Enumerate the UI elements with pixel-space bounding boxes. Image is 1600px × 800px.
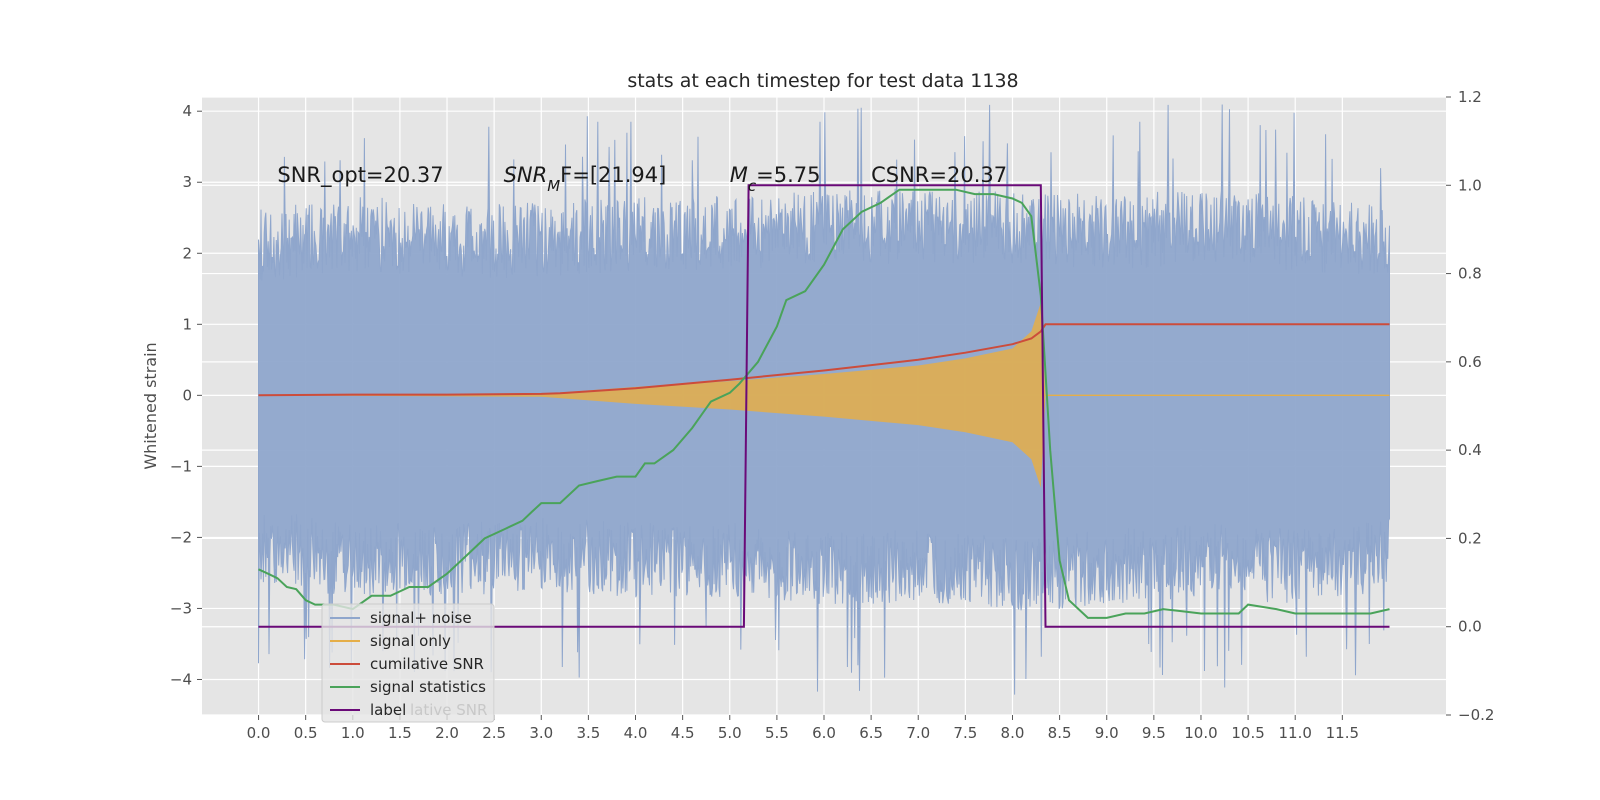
y-axis-label: Whitened strain — [141, 342, 160, 469]
annotation-suffix: F=[21.94] — [560, 163, 666, 187]
annotations: SNR_opt=20.37 SNRMF=[21.94] Mc=5.75 CSNR=20… — [277, 163, 1007, 195]
y-tick-label: 1 — [182, 315, 192, 333]
x-tick-label: 0.0 — [247, 724, 271, 742]
y-axis-ticks: 4 3 2 1 0 −1 −2 −3 −4 — [170, 102, 202, 688]
y2-tick-label: 1.0 — [1458, 176, 1482, 194]
legend-label: label — [370, 701, 406, 719]
annotation-subscript: c — [748, 177, 757, 195]
line-series — [258, 184, 1390, 628]
annotation-subscript: M — [547, 177, 560, 195]
x-axis-ticks: 0.0 0.5 1.0 1.5 2.0 2.5 3.0 3.5 4.0 4.5 5.0 5.5 6.0 6… — [247, 715, 1359, 742]
annotation-text: SNR_opt=20.37 — [277, 163, 443, 188]
annotation-suffix: =5.75 — [756, 163, 820, 187]
x-tick-label: 7.5 — [953, 724, 977, 742]
annotation-base: SNR — [504, 163, 548, 187]
x-tick-label: 8.0 — [1001, 724, 1025, 742]
x-tick-label: 10.5 — [1231, 724, 1264, 742]
y2-tick-label: 0.6 — [1458, 353, 1482, 371]
series-line-cumilative-SNR — [258, 323, 1390, 397]
y2-tick-label: 0.4 — [1458, 441, 1482, 459]
x-tick-label: 4.0 — [624, 724, 648, 742]
x-tick-label: 1.0 — [341, 724, 365, 742]
x-tick-label: 3.0 — [529, 724, 553, 742]
series-line-signal-statistics — [258, 188, 1390, 619]
legend-label: signal+ noise — [370, 609, 472, 627]
annotation-text: CSNR=20.37 — [871, 163, 1007, 187]
x-tick-label: 0.5 — [294, 724, 318, 742]
y-tick-label: 3 — [182, 173, 192, 191]
y2-tick-label: 1.2 — [1458, 88, 1482, 106]
y2-tick-label: −0.2 — [1458, 706, 1494, 724]
x-tick-label: 1.5 — [388, 724, 412, 742]
y-tick-label: −2 — [170, 528, 192, 546]
y-tick-label: 0 — [182, 386, 192, 404]
x-tick-label: 8.5 — [1048, 724, 1072, 742]
x-tick-label: 4.5 — [671, 724, 695, 742]
x-tick-label: 7.0 — [906, 724, 930, 742]
legend-box — [321, 603, 495, 723]
y-tick-label: −1 — [170, 457, 192, 475]
x-tick-label: 6.0 — [812, 724, 836, 742]
x-tick-label: 3.5 — [576, 724, 600, 742]
y-tick-label: 4 — [182, 102, 192, 120]
y-tick-label: −4 — [170, 670, 192, 688]
legend-label: signal statistics — [370, 678, 486, 696]
series-line-label — [258, 184, 1390, 628]
signal-series — [258, 303, 1390, 488]
annotation-base: M — [730, 163, 748, 187]
y2-tick-label: 0.2 — [1458, 529, 1482, 547]
x-tick-label: 5.0 — [718, 724, 742, 742]
signal-only-band — [258, 303, 1390, 488]
legend: signal+ noise signal only cumilative SNR si… — [321, 603, 495, 723]
annotation-text: SNRMF=[21.94] — [504, 163, 667, 195]
x-tick-label: 11.5 — [1326, 724, 1359, 742]
x-tick-label: 2.5 — [482, 724, 506, 742]
y2-tick-label: 0.0 — [1458, 618, 1482, 636]
y2-tick-label: 0.8 — [1458, 265, 1482, 283]
x-tick-label: 9.5 — [1142, 724, 1166, 742]
x-tick-label: 2.0 — [435, 724, 459, 742]
y-tick-label: −3 — [170, 599, 192, 617]
legend-label: signal only — [370, 632, 451, 650]
y2-axis-ticks: 1.2 1.0 0.8 0.6 0.4 0.2 0.0 −0.2 — [1446, 88, 1494, 724]
x-tick-label: 10.0 — [1184, 724, 1217, 742]
legend-ghost-text: lative SNR — [410, 701, 487, 719]
x-tick-label: 6.5 — [859, 724, 883, 742]
x-tick-label: 5.5 — [765, 724, 789, 742]
annotation-text: Mc=5.75 — [730, 163, 821, 195]
x-tick-label: 9.0 — [1095, 724, 1119, 742]
chart-title: stats at each timestep for test data 113… — [627, 70, 1018, 92]
y-tick-label: 2 — [182, 244, 192, 262]
x-tick-label: 11.0 — [1279, 724, 1312, 742]
legend-label: cumilative SNR — [370, 655, 484, 673]
